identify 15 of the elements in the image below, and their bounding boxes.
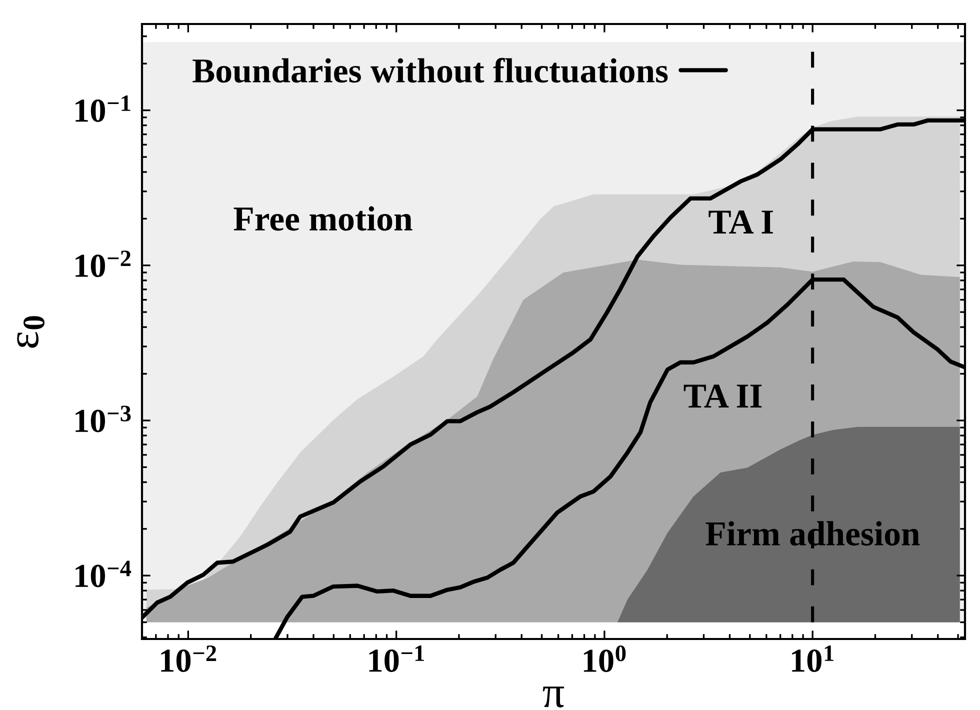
x-axis-title: π (542, 686, 564, 708)
x-tick-label: 10$^{−2}$ (161, 646, 216, 672)
y-tick-label: 10$^{−3}$ (76, 406, 131, 432)
annotation: TA I (708, 210, 773, 234)
annotation: Free motion (234, 206, 412, 231)
y-axis-title: ε$_{0}$ (17, 316, 45, 348)
legend-label: Boundaries without fluctuations (192, 58, 668, 83)
annotation: Firm adhesion (706, 521, 920, 546)
annotation: TA II (684, 384, 762, 408)
y-tick-label: 10$^{−1}$ (76, 96, 130, 122)
y-tick-label: 10$^{−4}$ (76, 560, 132, 588)
x-tick-label: 10$^{1}$ (792, 646, 834, 672)
y-tick-label: 10$^{−2}$ (76, 250, 131, 278)
x-tick-label: 10$^{−1}$ (369, 646, 424, 672)
x-tick-label: 10$^{0}$ (584, 646, 626, 672)
